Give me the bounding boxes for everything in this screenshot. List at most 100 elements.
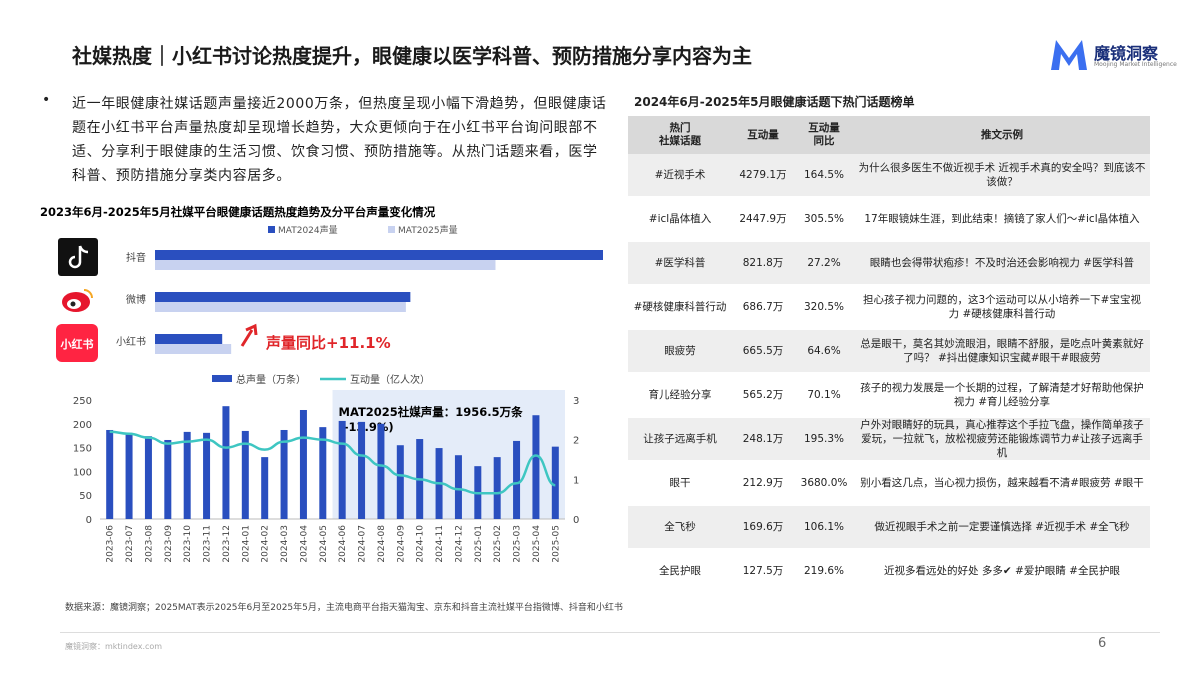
logo-icon: [1051, 40, 1087, 70]
x-tick-label: 2025-02: [493, 525, 503, 563]
y2-tick-label: 0: [573, 515, 579, 526]
y2-tick-label: 2: [573, 436, 579, 447]
x-tick-label: 2024-11: [435, 525, 445, 563]
table-row: #近视手术 4279.1万 164.5% 为什么很多医生不做近视手术 近视手术真的安全…: [628, 154, 1150, 198]
bar: [454, 455, 462, 519]
bar: [155, 292, 411, 302]
line: [109, 430, 556, 495]
highlight-region: [332, 390, 565, 519]
y2-tick-label: 1: [573, 475, 579, 486]
table-row: 让孩子远离手机 248.1万 195.3% 户外对眼睛好的玩具，真心推荐这个手拉飞盘，…: [628, 417, 1150, 462]
x-tick-label: 2023-07: [125, 525, 135, 563]
bar: [358, 421, 366, 519]
table-cell: 127.5万: [732, 549, 794, 594]
bar: [377, 423, 385, 519]
table-cell: 4279.1万: [732, 154, 794, 198]
table-cell: 665.5万: [732, 329, 794, 374]
x-tick-label: 2025-01: [474, 525, 484, 563]
table-cell: 164.5%: [794, 154, 854, 198]
logo-name: 魔镜洞察: [1094, 44, 1159, 63]
legend-label: 总声量（万条）: [236, 373, 306, 386]
table-cell: 全飞秒: [628, 505, 732, 550]
bar: [551, 446, 559, 519]
table-row: #医学科普 821.8万 27.2% 眼睛也会得带状疱疹！不及时治还会影响视力 #医学…: [628, 241, 1150, 286]
x-tick-label: 2024-03: [280, 525, 290, 563]
annotation: (-13.9%): [339, 420, 394, 434]
legend-label: 互动量（亿人次）: [350, 373, 430, 386]
table-row: #icl晶体植入 2447.9万 305.5% 17年眼镜妹生涯，到此结束！摘镜了家人…: [628, 197, 1150, 242]
bar: [155, 334, 223, 344]
bar: [155, 344, 232, 354]
footer-rule: [60, 632, 1160, 633]
y-tick-label: 200: [73, 420, 92, 431]
table-row: 全民护眼 127.5万 219.6% 近视多看远处的好处 多多✔ #爱护眼睛 #全民护…: [628, 549, 1150, 594]
post-example: 担心孩子视力问题的，这3个运动可以从小培养一下#宝宝视力 #硬核健康科普行动: [854, 285, 1150, 330]
x-tick-label: 2024-05: [319, 525, 329, 563]
category-label: 小红书: [116, 335, 146, 348]
table-row: 眼疲劳 665.5万 64.6% 总是眼干，莫名其妙流眼泪，眼睛不舒服，是吃点叶黄素就…: [628, 329, 1150, 374]
douyin-glyph: [68, 245, 89, 269]
x-tick-label: 2023-06: [106, 525, 116, 563]
post-example: 别小看这几点，当心视力损伤，越来越看不清#眼疲劳 #眼干: [854, 461, 1150, 506]
x-tick-label: 2024-01: [241, 525, 251, 563]
y2-tick-label: 3: [573, 396, 579, 407]
table-cell: 219.6%: [794, 549, 854, 594]
x-tick-label: 2024-10: [416, 525, 426, 563]
x-tick-label: 2023-10: [183, 525, 193, 563]
table-cell: 106.1%: [794, 505, 854, 550]
post-example: 近视多看远处的好处 多多✔ #爱护眼睛 #全民护眼: [854, 549, 1150, 594]
table-cell: 眼干: [628, 461, 732, 506]
weibo-arc: [83, 289, 93, 299]
annotation: 声量同比+11.1%: [265, 334, 391, 352]
table-cell: 821.8万: [732, 241, 794, 286]
y-tick-label: 50: [79, 491, 92, 502]
post-example: 眼睛也会得带状疱疹！不及时治还会影响视力 #医学科普: [854, 241, 1150, 286]
column-header: 互动量: [732, 116, 794, 154]
table-cell: 眼疲劳: [628, 329, 732, 374]
bar: [155, 302, 406, 312]
bar: [183, 431, 191, 519]
chart-title: 2023年6月-2025年5月社媒平台眼健康话题热度趋势及分平台声量变化情况: [40, 205, 436, 219]
legend-swatch: [388, 226, 395, 233]
table-header: 热门 社媒话题 互动量 互动量 同比 推文示例: [628, 116, 1150, 154]
bar: [144, 436, 152, 519]
bullet-dot: •: [42, 92, 51, 108]
table-cell: #icl晶体植入: [628, 197, 732, 242]
x-tick-label: 2025-05: [551, 525, 561, 563]
annotation-arrow: [240, 323, 258, 347]
bar: [241, 430, 249, 519]
table-cell: #近视手术: [628, 154, 732, 198]
post-example: 孩子的视力发展是一个长期的过程，了解清楚才好帮助他保护视力 #育儿经验分享: [854, 373, 1150, 418]
topic-table: 热门 社媒话题 互动量 互动量 同比 推文示例 #近视手术 4279.1万 164.5% 为…: [628, 116, 1150, 594]
table-cell: 305.5%: [794, 197, 854, 242]
y-tick-label: 150: [73, 444, 92, 455]
bar: [280, 429, 288, 519]
y-tick-label: 0: [86, 515, 92, 526]
table-cell: 全民护眼: [628, 549, 732, 594]
bar: [164, 439, 172, 519]
page-number: 6: [1098, 636, 1107, 651]
bar: [261, 457, 269, 519]
table-cell: 686.7万: [732, 285, 794, 330]
x-tick-label: 2024-02: [261, 525, 271, 563]
weibo-eye: [70, 301, 76, 307]
x-tick-label: 2023-08: [144, 525, 154, 563]
x-tick-label: 2023-12: [222, 525, 232, 563]
column-header: 推文示例: [854, 116, 1150, 154]
post-example: 户外对眼睛好的玩具，真心推荐这个手拉飞盘，操作简单孩子爱玩，一拉就飞，放松视疲劳…: [854, 417, 1150, 462]
bar: [106, 429, 114, 519]
table-cell: 248.1万: [732, 417, 794, 462]
table-cell: 320.5%: [794, 285, 854, 330]
x-tick-label: 2025-03: [513, 525, 523, 563]
table-body: #近视手术 4279.1万 164.5% 为什么很多医生不做近视手术 近视手术真的安全…: [628, 154, 1150, 594]
bar: [203, 432, 211, 519]
column-header: 互动量 同比: [794, 116, 854, 154]
table-row: 眼干 212.9万 3680.0% 别小看这几点，当心视力损伤，越来越看不清#眼疲劳 …: [628, 461, 1150, 506]
category-label: 微博: [126, 293, 146, 306]
source-note: 数据来源：魔镜洞察；2025MAT表示2025年6月至2025年5月，主流电商平…: [65, 603, 623, 613]
slide-title: 社媒热度｜小红书讨论热度提升，眼健康以医学科普、预防措施分享内容为主: [72, 44, 752, 68]
table-cell: #硬核健康科普行动: [628, 285, 732, 330]
legend-label: MAT2025声量: [398, 224, 458, 236]
table-cell: 3680.0%: [794, 461, 854, 506]
